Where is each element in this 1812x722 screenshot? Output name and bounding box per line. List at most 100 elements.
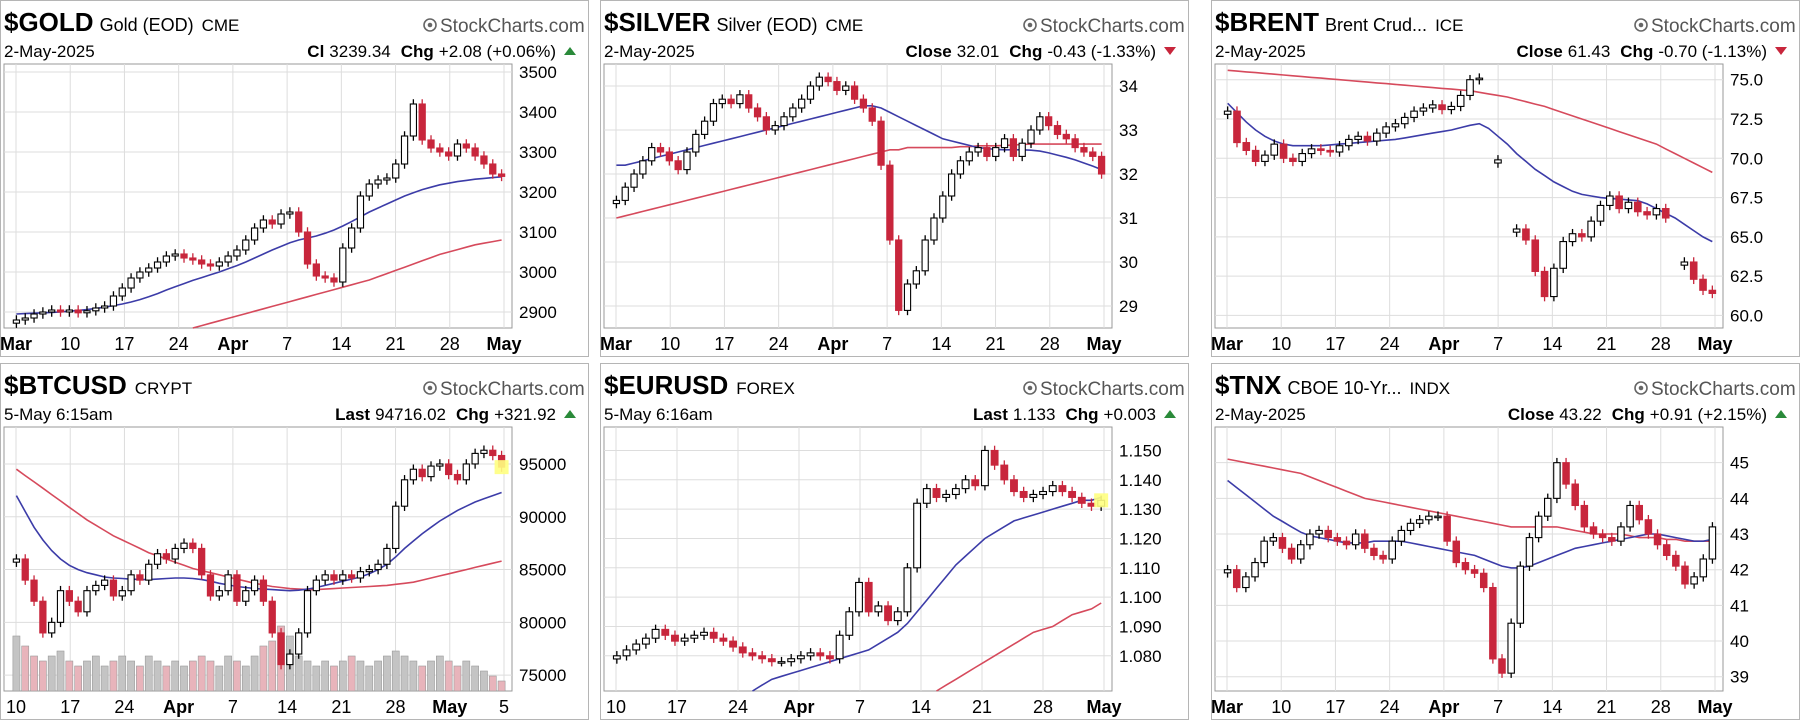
candle-body xyxy=(471,147,479,157)
stockcharts-logo: StockCharts.com xyxy=(1634,16,1796,37)
x-tick-label: 14 xyxy=(1542,334,1562,354)
candle-body xyxy=(92,584,100,592)
candle-body xyxy=(74,309,82,314)
candle-body xyxy=(806,85,815,100)
y-tick-label: 40 xyxy=(1730,632,1749,651)
candle-body xyxy=(1080,147,1088,153)
quote-date: 2-May-2025 xyxy=(4,42,95,61)
candle-body xyxy=(1223,110,1232,115)
x-tick-label: 10 xyxy=(606,697,626,717)
candle-body xyxy=(1652,208,1661,216)
chart-exchange: INDX xyxy=(1410,379,1451,398)
x-axis: 10 17 24 Apr 7 14 21 28 May xyxy=(606,427,1122,717)
candle-body xyxy=(65,590,73,602)
x-tick-label: 7 xyxy=(282,334,292,354)
chart-panel-gold[interactable]: $GOLD Gold (EOD) CME StockCharts.com 2-May-2… xyxy=(0,0,589,357)
candle-body xyxy=(1048,485,1057,493)
chg-value: -0.70 (-1.13%) xyxy=(1658,42,1767,61)
candle-body xyxy=(400,479,409,507)
candle-body xyxy=(1251,149,1260,162)
candle-body xyxy=(621,186,629,201)
x-tick-label: May xyxy=(432,697,467,717)
chart-symbol: $SILVER xyxy=(604,7,711,37)
candle-body xyxy=(1525,537,1534,567)
volume-bar xyxy=(171,660,180,692)
candle-body xyxy=(374,563,382,571)
candle-body xyxy=(12,319,21,324)
ma-long-line xyxy=(192,239,502,329)
y-tick-label: 43 xyxy=(1730,525,1749,544)
candle-body xyxy=(1635,504,1643,521)
candle-body xyxy=(868,107,876,122)
candle-body xyxy=(198,547,206,576)
volume-bar xyxy=(427,660,435,692)
candle-body xyxy=(39,311,47,315)
candle-body xyxy=(1596,204,1605,222)
x-tick-label: 14 xyxy=(931,334,951,354)
candle-body xyxy=(392,505,400,549)
volume-bar xyxy=(47,655,56,692)
candle-body xyxy=(312,263,320,277)
candle-body xyxy=(632,643,641,651)
volume-bar xyxy=(83,660,91,692)
quote-date: 2-May-2025 xyxy=(1215,405,1306,424)
y-tick-label: 3500 xyxy=(519,63,557,82)
x-axis: Mar 10 17 24 Apr 7 14 21 28 May xyxy=(1,64,522,354)
source-label: StockCharts.com xyxy=(1040,379,1185,400)
candle-body xyxy=(1544,497,1552,517)
candle-body xyxy=(1578,233,1586,238)
candle-body xyxy=(1062,133,1070,140)
y-tick-label: 42 xyxy=(1730,561,1749,580)
x-tick-label: 21 xyxy=(331,697,351,717)
chart-svg: $BTCUSD CRYPT StockCharts.com 5-May 6:15am L… xyxy=(3,370,585,717)
candle-body xyxy=(1626,504,1634,528)
chart-panel-btcusd[interactable]: $BTCUSD CRYPT StockCharts.com 5-May 6:15am L… xyxy=(0,363,589,720)
candle-body xyxy=(1589,526,1598,535)
candle-body xyxy=(1568,233,1577,243)
candle-body xyxy=(1406,522,1415,532)
chart-panel-tnx[interactable]: $TNX CBOE 10-Yr... INDX StockCharts.com 2-Ma… xyxy=(1211,363,1800,720)
candle-body xyxy=(1029,493,1038,498)
chart-name: Gold (EOD) xyxy=(100,15,194,35)
candle-body xyxy=(497,173,506,177)
candle-body xyxy=(661,628,670,636)
candle-body xyxy=(1550,267,1558,298)
x-tick-label: 14 xyxy=(331,334,351,354)
chg-value: +321.92 xyxy=(494,405,556,424)
logo-dot-icon xyxy=(427,385,433,391)
candle-body xyxy=(1512,228,1521,233)
chart-exchange: CME xyxy=(202,16,240,35)
candle-body xyxy=(295,211,303,233)
chart-name: Silver (EOD) xyxy=(716,15,817,35)
candle-body xyxy=(1269,537,1278,542)
candle-body xyxy=(612,655,621,660)
candle-body xyxy=(330,574,338,581)
source-label: StockCharts.com xyxy=(440,379,585,400)
last-price-marker xyxy=(494,460,509,475)
y-tick-label: 45 xyxy=(1730,454,1749,473)
candle-body xyxy=(1009,138,1018,157)
candle-body xyxy=(400,135,409,165)
triangle-up-icon xyxy=(564,410,576,418)
quote-values: Cl 3239.34 Chg +2.08 (+0.06%) xyxy=(307,42,556,61)
chart-panel-silver[interactable]: $SILVER Silver (EOD) CME StockCharts.com 2-M… xyxy=(600,0,1189,357)
candle-body xyxy=(903,283,912,311)
candle-body xyxy=(961,479,970,490)
candle-body xyxy=(1624,201,1633,210)
candle-body xyxy=(622,649,631,657)
x-tick-label: Mar xyxy=(1212,334,1243,354)
candle-body xyxy=(842,85,850,91)
candle-body xyxy=(250,227,259,241)
x-tick-label: May xyxy=(1697,697,1732,717)
chart-panel-eurusd[interactable]: $EURUSD FOREX StockCharts.com 5-May 6:16am L… xyxy=(600,363,1189,720)
candle-body xyxy=(1027,129,1035,144)
candle-body xyxy=(286,653,294,666)
candle-body xyxy=(321,275,329,279)
candle-body xyxy=(767,658,776,663)
plot-area xyxy=(3,426,513,692)
volume-bar xyxy=(127,660,135,692)
candle-body xyxy=(153,261,162,269)
candle-body xyxy=(109,579,118,597)
chart-panel-brent[interactable]: $BRENT Brent Crud... ICE StockCharts.com 2-M… xyxy=(1211,0,1800,357)
candle-body xyxy=(864,581,873,613)
